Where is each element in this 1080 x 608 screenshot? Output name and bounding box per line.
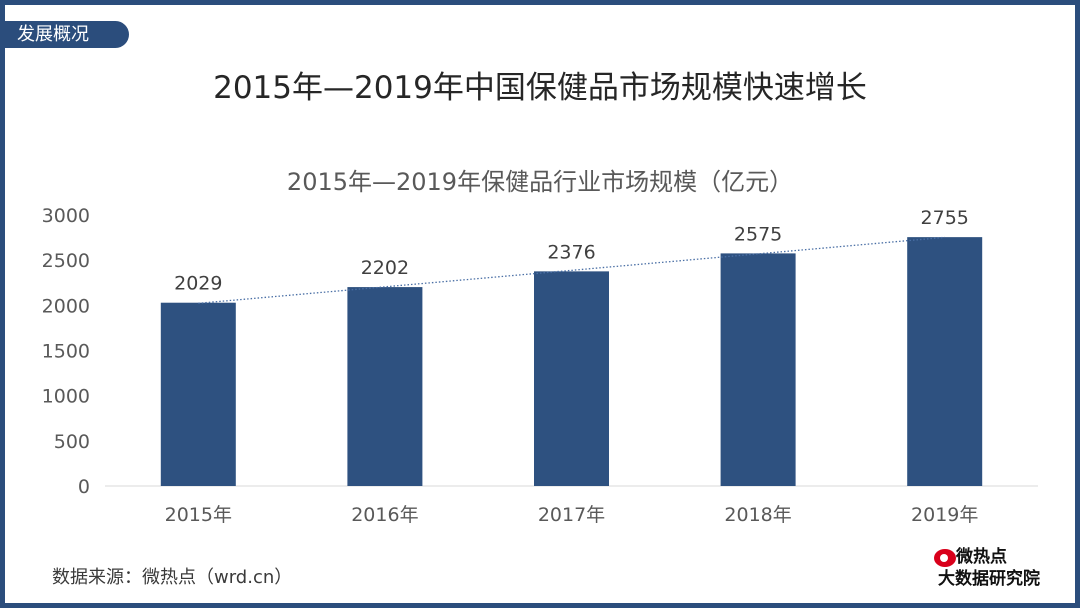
data-label: 2376 <box>547 241 595 263</box>
data-source: 数据来源：微热点（wrd.cn） <box>52 567 293 588</box>
bar <box>160 302 236 486</box>
brand-subtitle: 大数据研究院 <box>938 569 1040 589</box>
y-tick-label: 3000 <box>42 205 90 227</box>
y-tick-label: 0 <box>78 476 90 498</box>
bar <box>534 271 609 486</box>
data-label: 2575 <box>734 223 782 245</box>
data-label: 2202 <box>361 257 409 279</box>
x-tick-label: 2016年 <box>351 504 418 526</box>
trend-line <box>198 236 945 304</box>
y-tick-label: 1000 <box>42 386 90 408</box>
bar <box>907 237 983 486</box>
x-tick-label: 2015年 <box>165 504 232 526</box>
y-tick-label: 2000 <box>42 295 90 317</box>
data-label: 2029 <box>174 273 222 295</box>
data-label: 2755 <box>921 207 969 229</box>
x-tick-label: 2018年 <box>724 504 791 526</box>
bar <box>720 253 796 486</box>
chart-title: 2015年—2019年保健品行业市场规模（亿元） <box>286 168 794 196</box>
brand-name: 微热点 <box>956 547 1007 567</box>
x-tick-label: 2017年 <box>538 504 605 526</box>
x-tick-label: 2019年 <box>911 504 978 526</box>
brand-logo: 微热点 大数据研究院 <box>930 546 1040 590</box>
weibo-eye-icon <box>934 549 956 567</box>
page-title: 2015年—2019年中国保健品市场规模快速增长 <box>213 70 867 106</box>
y-tick-label: 1500 <box>42 341 90 363</box>
bar <box>347 287 423 486</box>
y-tick-label: 2500 <box>42 250 90 272</box>
y-tick-label: 500 <box>54 431 90 453</box>
section-tag: 发展概况 <box>5 21 129 48</box>
